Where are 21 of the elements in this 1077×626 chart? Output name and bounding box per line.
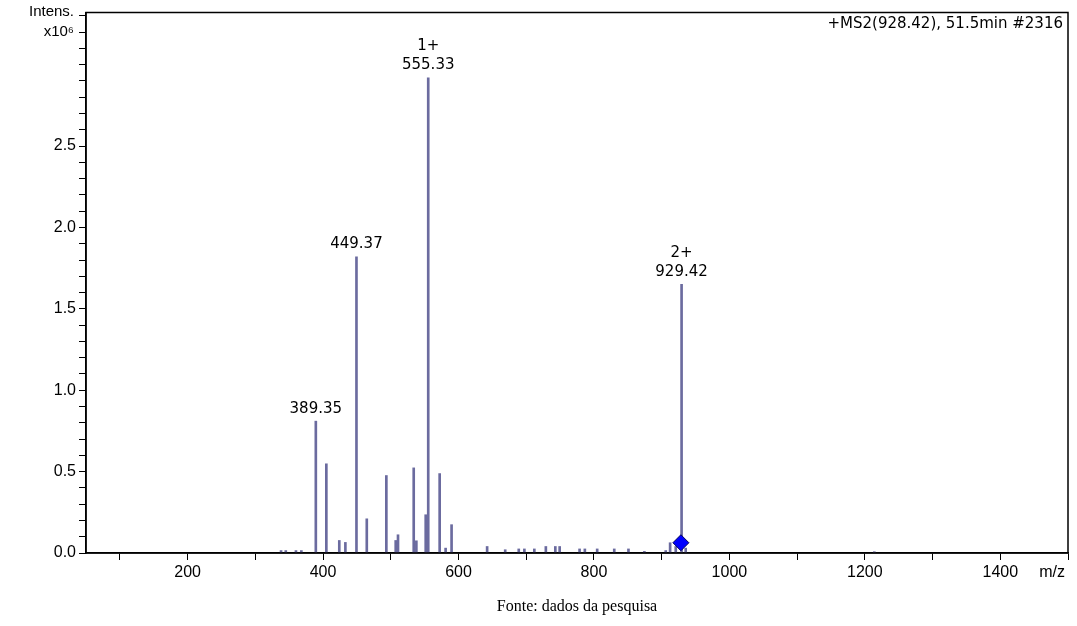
- y-tick-label: 1.5: [53, 299, 77, 317]
- y-tick-label: 0.5: [53, 462, 77, 480]
- y-axis-title: Intens. x10⁶: [28, 1, 74, 39]
- x-tick-label: 800: [580, 563, 608, 581]
- x-tick-label: 1000: [711, 563, 748, 581]
- source-note: Fonte: dados da pesquisa: [496, 597, 658, 615]
- x-axis-title: m/z: [1039, 563, 1065, 581]
- x-tick-label: 400: [309, 563, 337, 581]
- annotation: 449.37: [330, 234, 383, 253]
- annotation: 1+ 555.33: [401, 36, 455, 74]
- annotation: 389.35: [289, 398, 343, 417]
- y-tick-label: 1.0: [53, 380, 77, 398]
- y-tick-label: 0.0: [53, 543, 77, 561]
- chart-subtitle: +MS2(928.42), 51.5min #2316: [827, 13, 1063, 32]
- y-tick-label: 2.0: [53, 217, 77, 235]
- x-tick-label: 1200: [847, 563, 883, 581]
- x-tick-label: 1400: [982, 563, 1019, 581]
- x-tick-label: 600: [445, 563, 472, 581]
- x-tick-label: 200: [174, 563, 202, 581]
- y-tick-label: 2.5: [53, 136, 77, 154]
- annotation: 2+ 929.42: [655, 242, 708, 280]
